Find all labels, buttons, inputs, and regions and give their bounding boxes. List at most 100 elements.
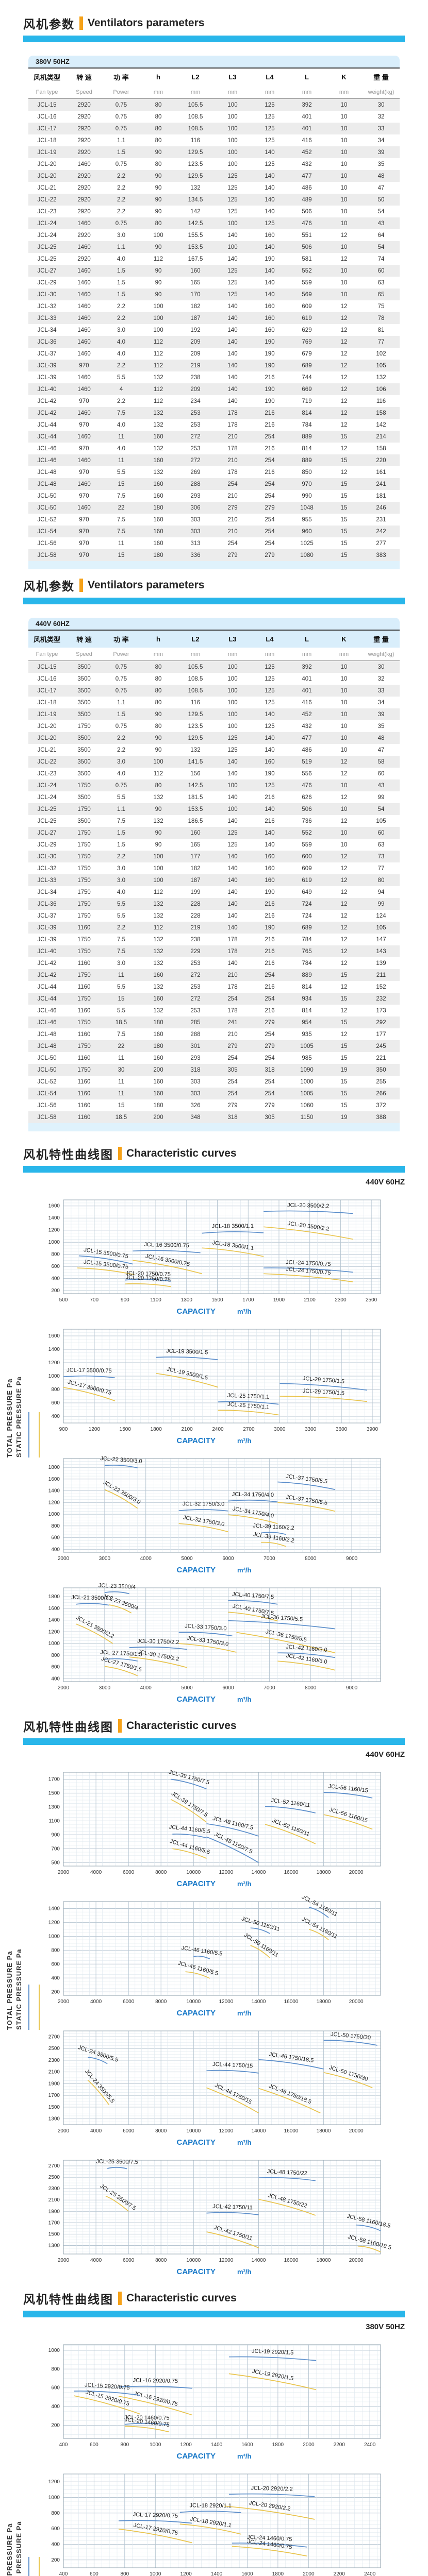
total-pressure-key-line: [28, 1984, 30, 2030]
table-cell: 190: [265, 256, 275, 262]
cyan-bar: [23, 36, 405, 42]
table-cell: 326: [190, 1102, 201, 1109]
x-tick-label: 3300: [305, 1427, 317, 1432]
table-cell: 12: [340, 315, 348, 321]
table-cell: 132: [153, 421, 163, 428]
table-cell: 15: [340, 1055, 348, 1061]
table-cell: 90: [155, 735, 162, 741]
x-tick-label: 2000: [58, 1870, 70, 1875]
curve-total: [178, 1632, 233, 1637]
table-cell: 100: [153, 303, 163, 310]
curve-label: JCL-23 3500/4: [98, 1583, 136, 1590]
table-cell: 80: [377, 877, 385, 884]
table-cell: 210: [227, 528, 238, 535]
table-cell: 165: [190, 279, 201, 286]
curve-total: [193, 1955, 210, 1959]
table-cell: 10: [340, 747, 348, 753]
table-cell: 160: [265, 865, 275, 872]
table-cell: 1750: [77, 865, 91, 872]
col-subheader: mm: [140, 648, 177, 661]
table-cell: 279: [265, 1043, 275, 1049]
capacity-unit: m³/h: [237, 2452, 252, 2460]
table-cell: JCL-19: [37, 711, 57, 718]
table-cell: 569: [302, 291, 312, 298]
table-cell: 2920: [77, 137, 91, 144]
table-row: JCL-46 1750 18,5 180 285 241 279 954 15 292: [28, 1016, 400, 1028]
col-header: h: [140, 67, 177, 86]
total-pressure-label: TOTAL PRESSURE Pa: [6, 2523, 13, 2576]
curve-label: JCL-33 1750/3.0: [187, 1635, 229, 1648]
y-tick-label: 1200: [48, 1360, 60, 1366]
x-tick-label: 16000: [284, 2258, 299, 2263]
table-cell: 1750: [77, 829, 91, 836]
curve-total: [264, 1267, 353, 1273]
table-cell: 140: [265, 291, 275, 298]
table-cell: 889: [302, 972, 312, 978]
table-cell: 934: [302, 995, 312, 1002]
table-cell: 160: [153, 1090, 163, 1097]
col-header: L2: [177, 67, 214, 86]
table-cell: 232: [376, 995, 386, 1002]
table-cell: 100: [153, 877, 163, 884]
curve-label: JCL-42 1750/11: [213, 2224, 253, 2242]
x-tick-label: 1600: [241, 2571, 253, 2576]
table-cell: 112: [153, 350, 163, 357]
characteristic-chart: 400 600 800 1000 1200 1400 1600 900 1200 1500 1800…: [48, 1329, 381, 1432]
table-cell: 736: [302, 818, 312, 824]
x-tick-label: 8000: [305, 1685, 317, 1691]
table-cell: 125: [265, 699, 275, 706]
y-tick-label: 600: [51, 2385, 60, 2391]
y-tick-label: 1700: [48, 1777, 60, 1783]
x-tick-label: 14000: [252, 1870, 266, 1875]
curve-static: [129, 1656, 187, 1668]
y-tick-label: 2500: [48, 2175, 60, 2180]
table-cell: 10: [340, 196, 348, 203]
y-tick-label: 400: [51, 1975, 60, 1981]
table-row: JCL-56 1160 15 180 326 279 279 1060 15 372: [28, 1099, 400, 1111]
table-cell: 266: [376, 1090, 386, 1097]
table-cell: 241: [227, 1019, 238, 1026]
table-cell: 253: [190, 984, 201, 990]
table-cell: 416: [302, 137, 312, 144]
table-cell: 2920: [77, 256, 91, 262]
x-tick-label: 12000: [219, 2128, 233, 2134]
curve-label: JCL-20 1750/0.75: [125, 1274, 171, 1283]
table-row: JCL-25 3500 7.5 132 186.5 140 216 736 12 105: [28, 815, 400, 827]
curves-section-0: 风机特性曲线图 Characteristic curves 440V 60HZ …: [0, 1145, 428, 1704]
section-header: 风机特性曲线图 Characteristic curves: [23, 1145, 405, 1173]
table-cell: 279: [227, 1043, 238, 1049]
curve-label: JCL-30 1750/2.2: [137, 1649, 179, 1662]
voltage-tab: 380V 50HZ: [28, 56, 400, 67]
table-row: JCL-30 1460 1.5 90 170 125 140 569 10 65: [28, 289, 400, 300]
y-tick-label: 500: [51, 1860, 60, 1866]
table-cell: 11: [118, 972, 124, 978]
x-tick-label: 2400: [212, 1427, 224, 1432]
capacity-unit: m³/h: [237, 1308, 252, 1315]
x-tick-label: 6000: [123, 2258, 135, 2263]
chart-panel: 400 600 800 1000 1200 1400 1600 1800 2000 3000 400…: [34, 1583, 428, 1704]
table-cell: 1.5: [117, 291, 125, 298]
x-tick-label: 700: [90, 1297, 98, 1303]
table-cell: 160: [153, 1055, 163, 1061]
table-cell: 2.2: [117, 196, 125, 203]
curve-static: [105, 2195, 129, 2212]
capacity-axis-label: CAPACITY m³/h: [34, 2267, 394, 2276]
table-cell: 744: [302, 374, 312, 381]
table-row: JCL-52 970 7.5 160 303 210 254 955 15 231: [28, 514, 400, 526]
table-cell: 200: [153, 1066, 163, 1073]
curve-static: [206, 2087, 259, 2114]
x-tick-label: 900: [59, 1427, 68, 1432]
pressure-axis-legend: TOTAL PRESSURE Pa STATIC PRESSURE Pa: [5, 1907, 76, 2030]
table-cell: 220: [376, 457, 386, 464]
x-tick-label: 2000: [303, 2571, 315, 2576]
table-cell: 0.75: [115, 113, 127, 120]
x-tick-label: 400: [59, 2442, 68, 2448]
table-cell: 216: [265, 818, 275, 824]
table-cell: 11: [118, 1055, 124, 1061]
table-cell: JCL-25: [37, 244, 57, 250]
table-cell: 272: [190, 433, 201, 440]
table-cell: 125: [265, 101, 275, 108]
table-cell: 960: [302, 528, 312, 535]
col-subheader: Power: [103, 86, 140, 99]
table-cell: 4.0: [117, 350, 125, 357]
